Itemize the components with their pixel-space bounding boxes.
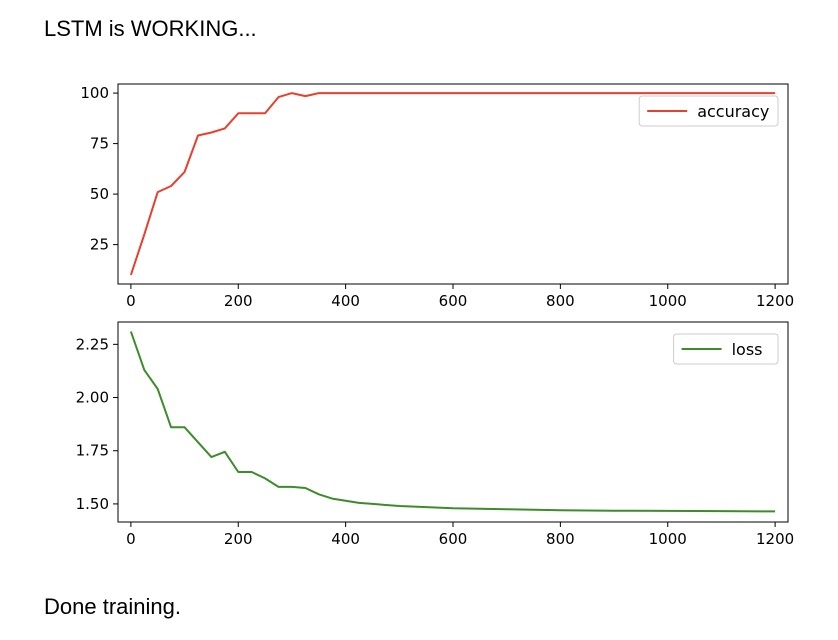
chart-2-y-tick-label: 1.75 [76, 442, 109, 460]
chart-1-y-tick-label: 100 [80, 84, 109, 102]
chart-2-legend-label: loss [732, 340, 763, 359]
chart-2-legend-box [673, 333, 779, 365]
chart-1-x-tick-label: 200 [224, 292, 253, 310]
chart-1-legend-box [638, 95, 779, 127]
chart-2-y-tick-label: 1.50 [76, 495, 109, 513]
status-working-text: LSTM is WORKING... [44, 16, 257, 41]
chart-2-x-tick-label: 800 [546, 530, 575, 548]
chart-1-x-tick-label: 800 [546, 292, 575, 310]
chart-2-x-tick-label: 600 [439, 530, 468, 548]
chart-2-y-tick-label: 2.00 [76, 389, 109, 407]
chart-2-x-tick-label: 0 [126, 530, 136, 548]
chart-1-y-tick-label: 25 [90, 236, 109, 254]
status-done-text: Done training. [44, 594, 181, 619]
chart-1-x-tick-label: 0 [126, 292, 136, 310]
chart-1-x-tick-label: 1200 [756, 292, 794, 310]
chart-2-y-tick-label: 2.25 [76, 335, 109, 353]
chart-2-x-tick-label: 400 [331, 530, 360, 548]
chart-1-x-tick-label: 600 [439, 292, 468, 310]
chart-2-x-tick-label: 200 [224, 530, 253, 548]
chart-1-series-accuracy-line [129, 92, 776, 276]
chart-2-x-tick-label: 1200 [756, 530, 794, 548]
chart-2-series-loss-line [129, 331, 776, 513]
chart-1-x-tick-label: 1000 [649, 292, 687, 310]
chart-1-y-tick-label: 50 [90, 185, 109, 203]
chart-1-x-tick-label: 400 [331, 292, 360, 310]
chart-1-legend-label: accuracy [697, 102, 769, 121]
chart-2-x-tick-label: 1000 [649, 530, 687, 548]
chart-1-y-tick-label: 75 [90, 135, 109, 153]
